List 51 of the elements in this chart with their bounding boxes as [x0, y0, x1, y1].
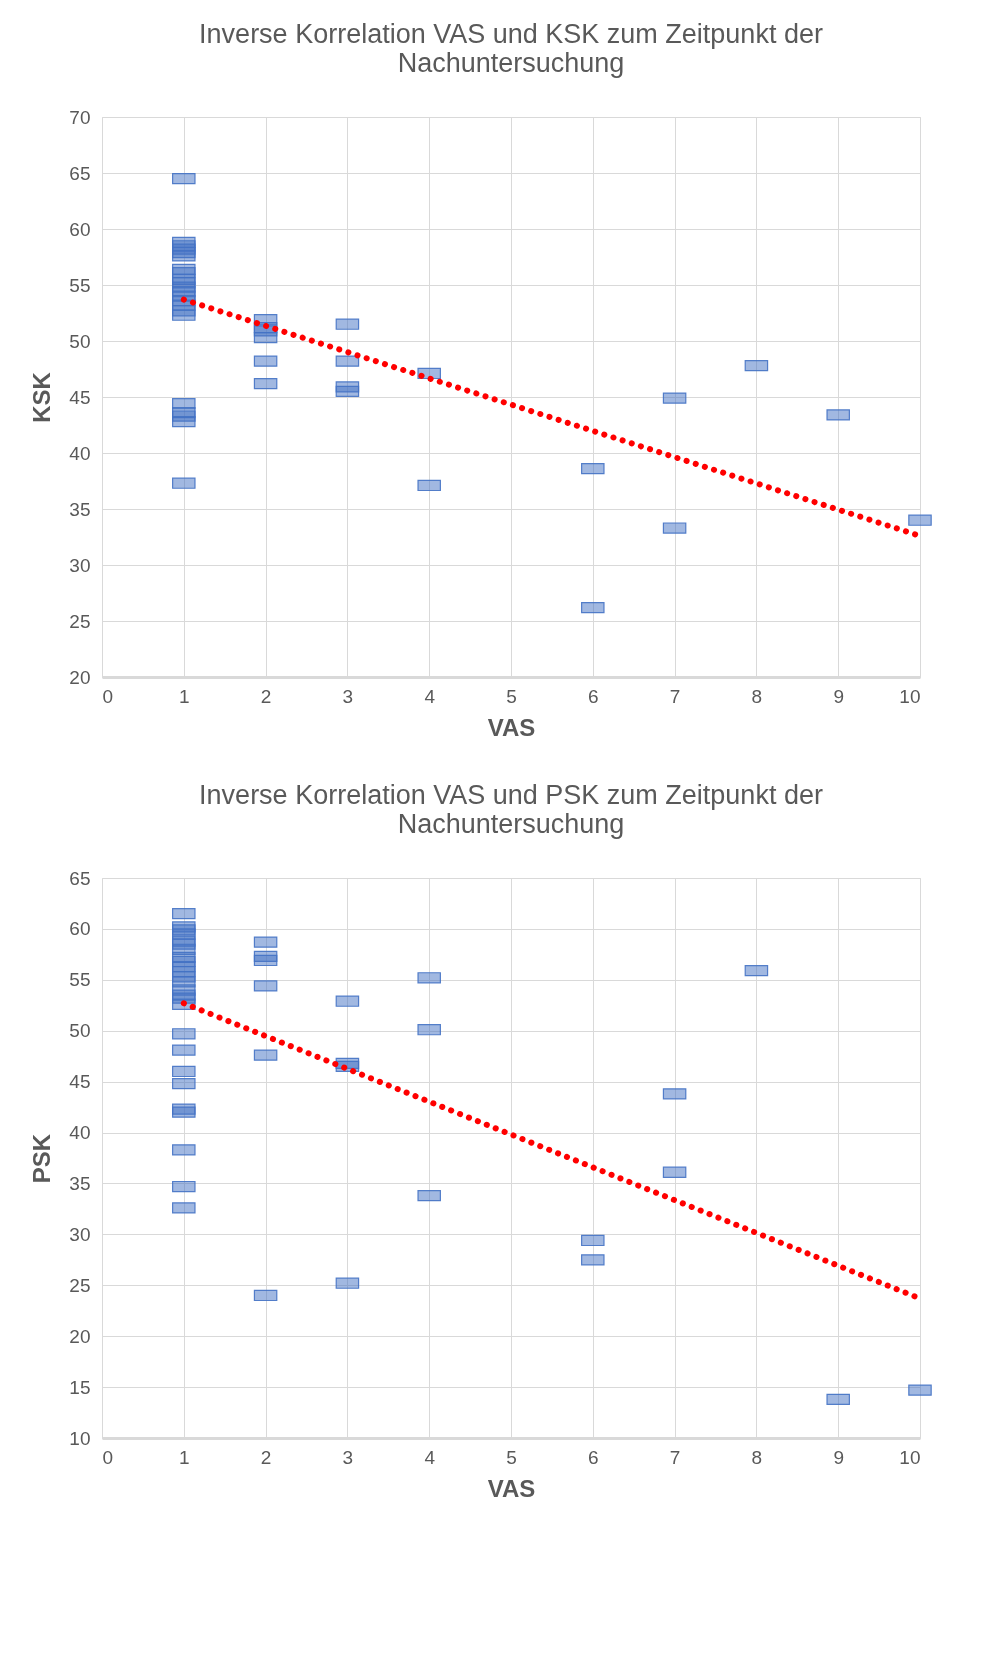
- chart-title: Inverse Korrelation VAS und PSK zum Zeitpunkt der Nachuntersuchung: [199, 780, 823, 839]
- y-tick-label: 20: [69, 1325, 91, 1347]
- y-tick-label: 45: [69, 1071, 91, 1093]
- x-tick-label: 5: [506, 685, 517, 707]
- x-tick-label: 10: [899, 1446, 921, 1468]
- x-tick-label: 4: [424, 1446, 436, 1468]
- chart-title: Inverse Korrelation VAS und KSK zum Zeitpunkt der Nachuntersuchung: [199, 19, 823, 78]
- x-tick-label: 3: [342, 1446, 354, 1468]
- y-tick-label: 50: [69, 330, 91, 352]
- y-tick-label: 65: [69, 867, 91, 889]
- x-tick-label: 7: [669, 1446, 681, 1468]
- y-tick-label: 25: [69, 1274, 91, 1296]
- x-tick-label: 0: [102, 685, 114, 707]
- y-tick-label: 35: [69, 1172, 91, 1194]
- x-tick-label: 1: [179, 685, 190, 707]
- x-tick-label: 9: [833, 685, 844, 707]
- y-axis-title: KSK: [28, 371, 56, 423]
- x-axis-title: VAS: [487, 713, 536, 741]
- y-tick-label: 15: [69, 1376, 91, 1398]
- x-tick-label: 1: [179, 1446, 190, 1468]
- x-tick-label: 8: [751, 685, 763, 707]
- x-tick-label: 9: [833, 1446, 844, 1468]
- y-tick-label: 60: [69, 918, 91, 940]
- y-tick-label: 65: [69, 162, 91, 184]
- x-tick-label: 0: [102, 1446, 114, 1468]
- y-tick-label: 60: [69, 218, 91, 240]
- x-tick-label: 6: [588, 685, 599, 707]
- x-tick-label: 3: [342, 685, 354, 707]
- y-tick-label: 40: [69, 442, 91, 464]
- y-tick-label: 45: [69, 386, 91, 408]
- x-tick-label: 10: [899, 685, 921, 707]
- y-tick-label: 30: [69, 1223, 91, 1245]
- x-tick-label: 8: [751, 1446, 763, 1468]
- x-tick-label: 5: [506, 1446, 517, 1468]
- y-tick-label: 10: [69, 1427, 91, 1449]
- y-tick-label: 35: [69, 498, 91, 520]
- x-tick-label: 4: [424, 685, 436, 707]
- y-tick-label: 50: [69, 1020, 91, 1042]
- x-axis-title: VAS: [487, 1474, 536, 1502]
- y-tick-label: 25: [69, 610, 91, 632]
- x-tick-label: 7: [669, 685, 681, 707]
- x-tick-label: 6: [588, 1446, 599, 1468]
- y-tick-label: 70: [69, 106, 91, 128]
- y-tick-label: 30: [69, 554, 91, 576]
- y-tick-label: 20: [69, 666, 91, 688]
- x-tick-label: 2: [260, 685, 272, 707]
- y-axis-title: PSK: [28, 1133, 56, 1184]
- y-tick-label: 55: [69, 274, 91, 296]
- y-tick-label: 40: [69, 1122, 91, 1144]
- x-tick-label: 2: [260, 1446, 272, 1468]
- y-tick-label: 55: [69, 969, 91, 991]
